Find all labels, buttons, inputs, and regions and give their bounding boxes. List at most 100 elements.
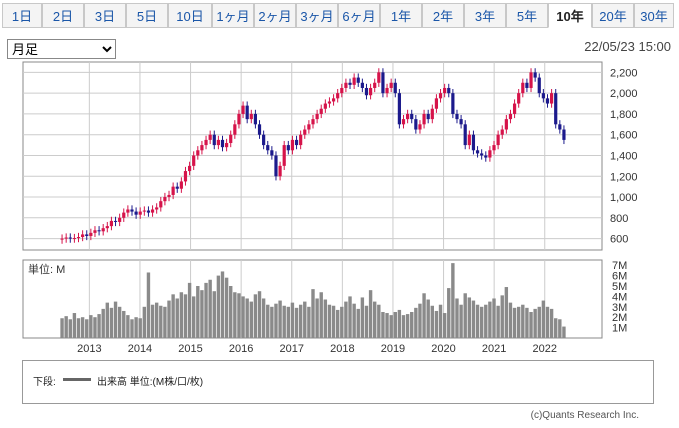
tab-3[interactable]: 5日 <box>126 3 168 28</box>
tab-2[interactable]: 3日 <box>84 3 126 28</box>
volume-bar <box>80 317 85 338</box>
candle-body <box>89 232 93 236</box>
volume-bar <box>286 306 291 338</box>
tab-6[interactable]: 2ヶ月 <box>254 3 296 28</box>
x-tick-label: 2019 <box>381 343 405 355</box>
candle-body <box>130 209 134 212</box>
candle-body <box>484 155 488 158</box>
volume-bar <box>224 277 229 338</box>
volume-bar <box>290 302 295 338</box>
price-tick-label: 1,600 <box>610 130 638 142</box>
volume-bar <box>159 305 163 338</box>
x-tick-label: 2014 <box>128 343 152 355</box>
candle-body <box>64 237 68 239</box>
candle-body <box>475 150 480 154</box>
candle-body <box>278 165 282 177</box>
candle-body <box>422 113 426 125</box>
volume-bar <box>541 300 546 338</box>
range-select[interactable]: 月足 <box>7 39 116 59</box>
tab-9[interactable]: 1年 <box>380 3 422 28</box>
candle-body <box>521 82 525 94</box>
volume-bar <box>196 286 200 338</box>
volume-bar <box>492 298 496 338</box>
candle-body <box>447 87 451 94</box>
candle-body <box>159 201 163 208</box>
tab-13[interactable]: 10年 <box>548 3 592 28</box>
candle-body <box>455 113 459 120</box>
volume-bar <box>307 306 311 338</box>
candle-body <box>249 113 253 120</box>
candle-body <box>134 211 138 215</box>
candle-body <box>118 217 122 222</box>
volume-bar <box>410 312 414 338</box>
tab-7[interactable]: 3ヶ月 <box>296 3 338 28</box>
tab-8[interactable]: 6ヶ月 <box>338 3 380 28</box>
volume-bar <box>397 309 402 338</box>
candle-body <box>257 124 262 135</box>
candle-body <box>533 72 537 78</box>
volume-bar <box>434 310 439 338</box>
volume-bar <box>479 306 484 338</box>
candle-body <box>290 139 295 151</box>
x-tick-label: 2017 <box>280 343 304 355</box>
tab-15[interactable]: 30年 <box>634 3 674 28</box>
volume-bar <box>229 286 233 338</box>
candle-body <box>253 113 258 125</box>
volume-bar <box>163 306 167 338</box>
volume-bar <box>183 294 188 338</box>
volume-bar <box>101 308 105 338</box>
volume-bar <box>245 298 249 338</box>
volume-bar <box>525 307 529 338</box>
tab-14[interactable]: 20年 <box>592 3 634 28</box>
volume-bar <box>68 319 72 338</box>
candle-body <box>438 93 443 99</box>
candle-body <box>307 124 311 130</box>
volume-bar <box>319 292 323 338</box>
tab-5[interactable]: 1ヶ月 <box>212 3 254 28</box>
legend-text: 出来高 単位:(M株/口/枚) <box>97 377 204 388</box>
volume-bar <box>360 297 365 338</box>
volume-bar <box>545 306 550 338</box>
volume-bar <box>315 298 319 338</box>
volume-bar <box>414 307 418 338</box>
volume-unit-label: 単位: M <box>28 262 65 276</box>
candle-body <box>508 113 513 120</box>
x-tick-label: 2022 <box>533 343 557 355</box>
candle-body <box>241 105 245 114</box>
candle-body <box>72 238 76 240</box>
tab-4[interactable]: 10日 <box>168 3 212 28</box>
volume-bar <box>122 310 126 338</box>
candle-body <box>471 134 476 151</box>
tab-12[interactable]: 5年 <box>506 3 548 28</box>
volume-bar <box>442 313 447 338</box>
volume-bar <box>393 312 397 338</box>
volume-bar <box>447 288 451 338</box>
candle-body <box>60 238 64 240</box>
x-tick-label: 2013 <box>77 343 101 355</box>
volume-bar <box>76 318 81 338</box>
candle-body <box>327 101 332 104</box>
candle-body <box>348 82 352 85</box>
tab-10[interactable]: 2年 <box>422 3 464 28</box>
volume-bar <box>451 263 455 338</box>
tab-11[interactable]: 3年 <box>464 3 506 28</box>
candle-body <box>336 93 340 99</box>
volume-bar <box>463 293 467 338</box>
candle-body <box>529 72 533 88</box>
volume-bar <box>504 287 509 338</box>
volume-tick-label: 6M <box>612 271 627 283</box>
tab-0[interactable]: 1日 <box>2 3 42 28</box>
candle-body <box>344 82 348 88</box>
volume-bar <box>344 301 348 338</box>
legend-box: 下段: 出来高 単位:(M株/口/枚) <box>22 360 654 404</box>
candle-body <box>85 234 89 236</box>
candle-body <box>356 77 360 83</box>
volume-bar <box>278 300 282 338</box>
candle-body <box>381 72 385 94</box>
volume-bar <box>204 282 208 338</box>
candle-body <box>233 124 237 135</box>
candle-body <box>389 82 393 88</box>
tab-1[interactable]: 2日 <box>42 3 84 28</box>
volume-bar <box>335 309 340 338</box>
candle-body <box>126 209 130 213</box>
